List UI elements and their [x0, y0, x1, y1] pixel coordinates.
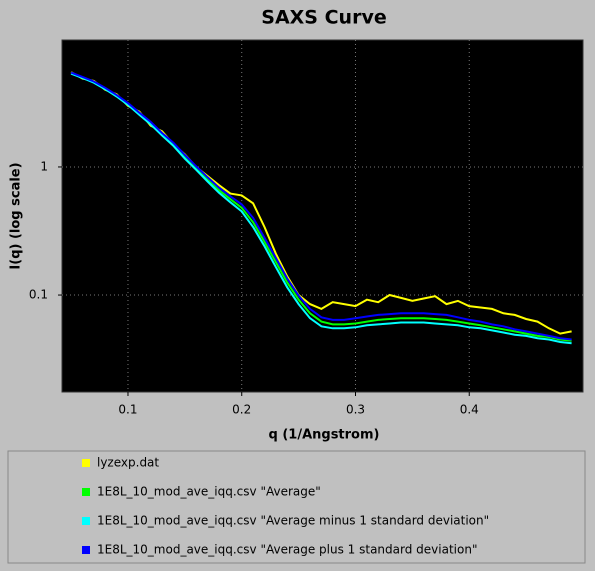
x-tick-label: 0.1	[118, 403, 137, 417]
legend-label: lyzexp.dat	[97, 456, 159, 470]
legend-box	[7, 450, 586, 564]
data-line	[70, 71, 572, 341]
x-tick-label: 0.3	[346, 403, 365, 417]
legend-label: 1E8L_10_mod_ave_iqq.csv "Average"	[97, 485, 321, 499]
plot-area	[61, 39, 584, 393]
data-line	[70, 72, 572, 345]
legend-label: 1E8L_10_mod_ave_iqq.csv "Average minus 1…	[97, 514, 489, 528]
y-axis-label: I(q) (log scale)	[9, 162, 24, 269]
legend-swatch	[82, 488, 90, 496]
y-tick-label: 0.1	[29, 288, 48, 302]
x-axis-label: q (1/Angstrom)	[269, 428, 380, 443]
legend-swatch	[82, 459, 90, 467]
legend-swatch	[82, 517, 90, 525]
legend-swatch	[82, 546, 90, 554]
x-tick-label: 0.4	[460, 403, 479, 417]
x-tick-label: 0.2	[232, 403, 251, 417]
chart-title: SAXS Curve	[261, 7, 386, 29]
y-tick-label: 1	[40, 159, 48, 173]
legend-label: 1E8L_10_mod_ave_iqq.csv "Average plus 1 …	[97, 543, 477, 557]
